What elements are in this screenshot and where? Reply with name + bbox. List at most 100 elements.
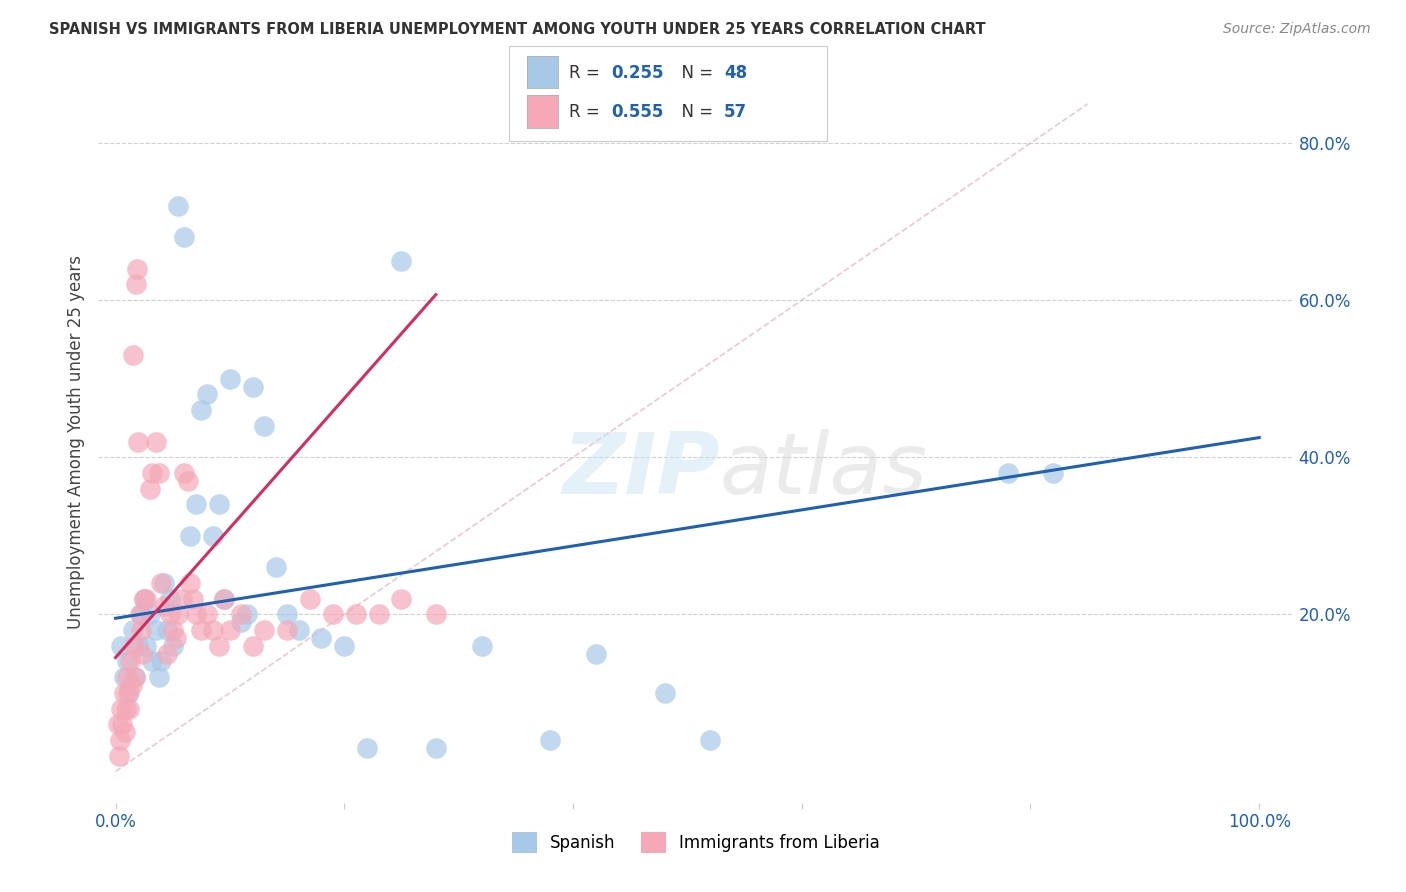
Point	[311, 631, 333, 645]
Point	[112, 670, 135, 684]
Point	[156, 647, 179, 661]
Point	[162, 639, 184, 653]
Point	[173, 466, 195, 480]
Point	[322, 607, 344, 622]
Point	[276, 607, 298, 622]
Point	[183, 591, 205, 606]
Point	[125, 277, 148, 292]
Point	[141, 466, 163, 480]
Point	[120, 655, 142, 669]
Point	[425, 607, 447, 622]
Point	[344, 607, 367, 622]
Point	[242, 639, 264, 653]
Point	[165, 631, 187, 645]
Point	[276, 623, 298, 637]
Point	[170, 591, 193, 606]
Point	[179, 529, 201, 543]
Point	[253, 623, 276, 637]
Point	[135, 639, 157, 653]
Point	[122, 639, 145, 653]
Point	[184, 497, 207, 511]
Point	[207, 639, 229, 653]
Point	[654, 686, 676, 700]
Point	[184, 607, 207, 622]
Point	[110, 639, 132, 653]
Point	[195, 387, 218, 401]
Point	[287, 623, 309, 637]
Point	[118, 701, 141, 715]
Point	[207, 497, 229, 511]
Point	[333, 639, 356, 653]
Point	[173, 230, 195, 244]
Text: R =: R =	[569, 64, 606, 82]
Point	[141, 655, 163, 669]
Point	[219, 372, 242, 386]
Point	[111, 717, 134, 731]
Point	[538, 733, 561, 747]
Point	[167, 199, 190, 213]
Point	[121, 678, 143, 692]
Legend: Spanish, Immigrants from Liberia: Spanish, Immigrants from Liberia	[505, 826, 887, 860]
Point	[470, 639, 492, 653]
Point	[114, 725, 136, 739]
Point	[264, 560, 287, 574]
Point	[131, 647, 153, 661]
Point	[201, 529, 224, 543]
Point	[112, 686, 135, 700]
Text: N =: N =	[671, 64, 718, 82]
Point	[179, 575, 201, 590]
Point	[150, 575, 173, 590]
Text: N =: N =	[671, 103, 718, 121]
Text: SPANISH VS IMMIGRANTS FROM LIBERIA UNEMPLOYMENT AMONG YOUTH UNDER 25 YEARS CORRE: SPANISH VS IMMIGRANTS FROM LIBERIA UNEMP…	[49, 22, 986, 37]
Point	[139, 607, 162, 622]
Point	[367, 607, 389, 622]
Text: ZIP: ZIP	[562, 429, 720, 512]
Text: R =: R =	[569, 103, 606, 121]
Point	[139, 482, 162, 496]
Point	[585, 647, 607, 661]
Point	[356, 740, 378, 755]
Point	[167, 607, 190, 622]
Point	[107, 717, 129, 731]
Point	[190, 623, 212, 637]
Point	[129, 607, 152, 622]
Point	[129, 623, 152, 637]
Point	[190, 403, 212, 417]
Point	[201, 623, 224, 637]
Point	[134, 591, 156, 606]
Point	[134, 591, 156, 606]
Point	[108, 733, 131, 747]
Point	[118, 686, 141, 700]
Point	[236, 607, 259, 622]
Point	[145, 623, 167, 637]
Point	[135, 591, 157, 606]
Point	[148, 466, 170, 480]
Point	[121, 623, 143, 637]
Point	[212, 591, 235, 606]
Text: 48: 48	[724, 64, 747, 82]
Point	[219, 623, 242, 637]
Point	[242, 379, 264, 393]
Point	[115, 701, 138, 715]
Point	[391, 253, 413, 268]
Point	[212, 591, 235, 606]
Point	[145, 434, 167, 449]
Point	[124, 670, 146, 684]
Point	[195, 607, 218, 622]
Point	[1042, 466, 1064, 480]
Point	[156, 623, 179, 637]
Text: 0.255: 0.255	[612, 64, 664, 82]
Point	[115, 655, 138, 669]
Text: atlas: atlas	[720, 429, 928, 512]
Point	[391, 591, 413, 606]
Point	[127, 261, 149, 276]
Point	[231, 607, 253, 622]
Point	[108, 748, 131, 763]
Point	[152, 575, 174, 590]
Point	[128, 607, 150, 622]
Point	[148, 670, 170, 684]
Y-axis label: Unemployment Among Youth under 25 years: Unemployment Among Youth under 25 years	[66, 254, 84, 629]
Point	[115, 670, 138, 684]
Point	[425, 740, 447, 755]
Point	[997, 466, 1019, 480]
